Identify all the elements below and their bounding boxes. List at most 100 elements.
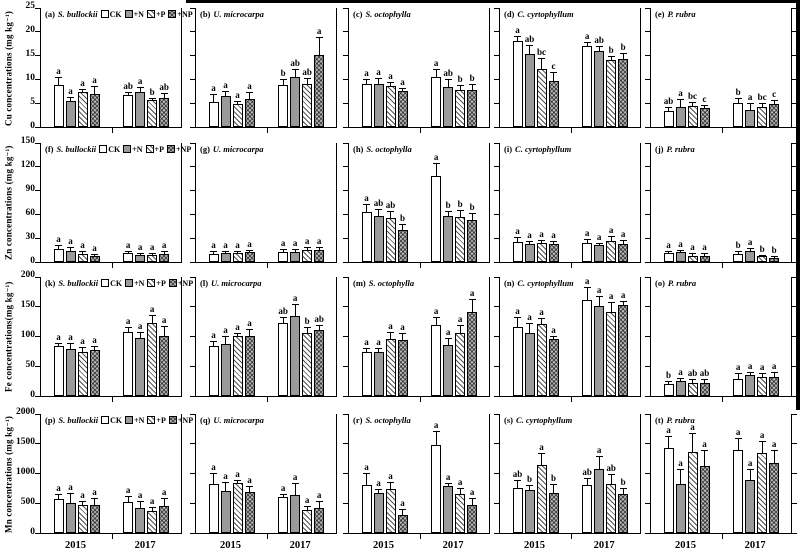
sig-letter: b xyxy=(735,240,741,251)
bar-N-2015 xyxy=(524,243,535,262)
bar-CK-2015 xyxy=(361,211,372,262)
error-bar-stem xyxy=(622,302,624,305)
error-bar-stem xyxy=(598,457,600,469)
sig-letter: a xyxy=(400,76,405,87)
error-bar-cap xyxy=(432,68,440,70)
bar-P-2017 xyxy=(455,494,466,533)
error-bar-stem xyxy=(471,300,473,312)
error-bar-cap xyxy=(363,204,370,206)
error-bar-cap xyxy=(607,302,615,303)
error-bar-stem xyxy=(82,252,83,254)
error-bar-cap xyxy=(222,336,229,338)
sig-letter: b xyxy=(665,370,671,381)
error-bar-stem xyxy=(163,93,165,99)
bar-P-2017 xyxy=(147,323,158,396)
panel-header: (r) S. octophylla xyxy=(353,415,487,425)
y-tick xyxy=(645,503,650,504)
sig-letter: a xyxy=(515,306,520,316)
sig-letter: ab xyxy=(606,462,616,473)
legend-label: +NP xyxy=(177,9,193,19)
y-tick xyxy=(645,262,650,263)
error-bar-cap xyxy=(291,304,299,306)
bar-NP-2017 xyxy=(314,330,325,396)
legend-label: +P xyxy=(156,278,166,288)
bar-N-2017 xyxy=(290,316,301,396)
error-bar-stem xyxy=(517,238,518,242)
sig-letter: a xyxy=(608,225,614,236)
y-tick xyxy=(494,127,499,128)
error-bar-cap xyxy=(136,501,144,503)
error-bar-stem xyxy=(553,73,554,81)
error-bar-cap xyxy=(538,318,545,320)
legend-swatch-CK xyxy=(101,279,110,287)
error-bar-stem xyxy=(598,46,600,52)
error-bar-stem xyxy=(390,333,391,339)
y-tick-label: 150 xyxy=(20,136,35,146)
legend: CK +N +P +NP xyxy=(99,145,191,154)
error-bar-stem xyxy=(163,327,165,336)
sig-letter: a xyxy=(620,229,626,240)
x-tick xyxy=(570,128,572,133)
error-bar-cap xyxy=(148,507,156,509)
bar-P-2015 xyxy=(687,382,698,396)
bar-CK-2017 xyxy=(278,497,289,533)
sig-letter: c xyxy=(702,93,707,104)
sig-letter: ab xyxy=(302,67,312,77)
sig-letter: a xyxy=(56,331,61,342)
error-bar-stem xyxy=(237,251,238,254)
x-tick xyxy=(721,534,723,539)
panel-header: (i) C. cyrtophyllum xyxy=(504,144,638,154)
x-axis-year-label: 2017 xyxy=(442,540,464,551)
species-label: S. octophylla xyxy=(365,415,411,425)
y-tick xyxy=(35,473,40,474)
x-axis-year-label: 2015 xyxy=(373,540,394,551)
bar-CK-2017 xyxy=(278,84,289,127)
legend-swatch-P xyxy=(146,10,155,18)
x-axis-year-label: 2015 xyxy=(524,540,545,551)
y-tick xyxy=(343,414,348,415)
y-tick-label: 0 xyxy=(30,256,35,266)
sig-letter: a xyxy=(469,288,475,298)
error-bar-cap xyxy=(468,498,476,500)
y-tick-label: 2000 xyxy=(16,407,35,417)
species-label: U. microcarpa xyxy=(213,415,264,425)
sig-letter: a xyxy=(137,490,143,501)
error-bar-stem xyxy=(773,373,775,377)
y-tick xyxy=(494,143,499,144)
x-tick xyxy=(111,263,113,268)
error-bar-cap xyxy=(583,287,591,288)
y-tick xyxy=(35,277,40,278)
y-tick xyxy=(190,473,195,474)
y-tick xyxy=(35,396,40,397)
sig-letter: a xyxy=(149,242,155,252)
chart-panel-c: (c) S. octophylla a a a ab a b a b xyxy=(343,8,490,133)
bar-N-2015 xyxy=(220,491,231,533)
bar-CK-2015 xyxy=(512,41,523,127)
sig-letter: c xyxy=(772,88,777,99)
bar-N-2015 xyxy=(524,490,535,533)
bar-CK-2017 xyxy=(278,322,289,396)
error-bar-stem xyxy=(761,104,763,107)
legend-swatch-CK xyxy=(101,416,110,424)
sig-letter: b xyxy=(149,86,155,97)
sig-letter: bc xyxy=(688,90,697,101)
y-tick xyxy=(343,31,348,32)
error-bar-cap xyxy=(677,377,684,379)
error-bar-stem xyxy=(459,86,461,91)
error-bar-cap xyxy=(595,242,603,244)
sig-letter: a xyxy=(211,240,216,251)
x-tick xyxy=(419,128,421,133)
error-bar-stem xyxy=(529,324,530,333)
error-bar-cap xyxy=(746,371,754,373)
species-label: U. microcarpa xyxy=(211,278,262,288)
bar-P-2017 xyxy=(147,254,158,262)
y-tick xyxy=(494,190,499,191)
y-tick xyxy=(645,533,650,534)
error-bar-stem xyxy=(390,82,391,87)
x-tick xyxy=(419,263,421,268)
species-label: S. octophylla xyxy=(365,9,411,19)
bar-NP-2015 xyxy=(548,80,559,127)
bar-N-2015 xyxy=(65,503,76,533)
sig-letter: a xyxy=(235,321,240,332)
error-bar-stem xyxy=(447,211,449,216)
